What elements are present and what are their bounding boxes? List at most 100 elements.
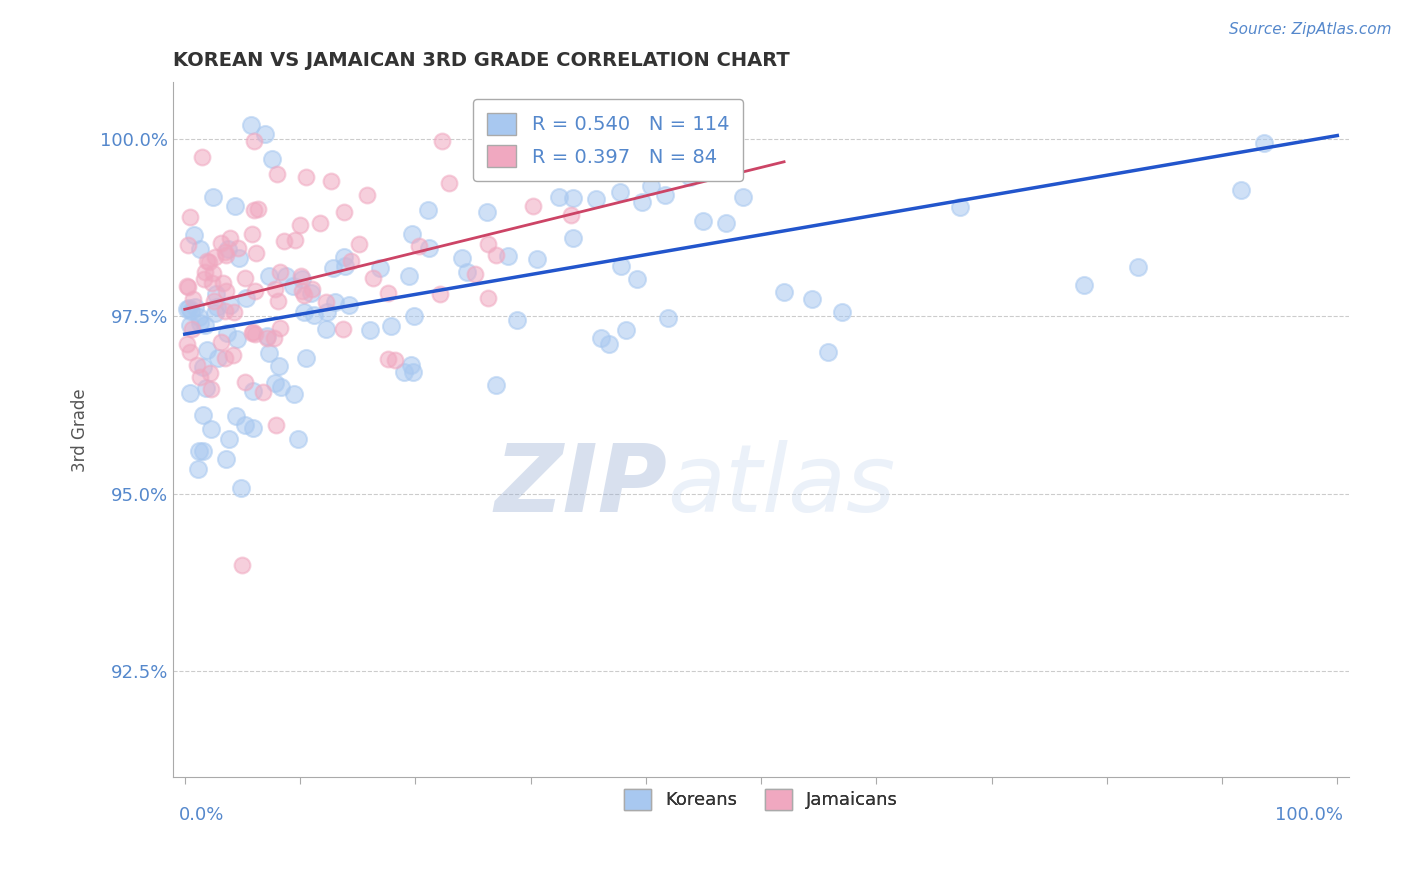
- Point: [187, 310, 209, 324]
- Point: [176, 336, 198, 351]
- Point: [226, 241, 249, 255]
- Point: [188, 444, 211, 458]
- Point: [176, 278, 198, 293]
- Point: [631, 195, 654, 210]
- Point: [295, 351, 318, 366]
- Point: [190, 369, 212, 384]
- Point: [398, 268, 420, 283]
- Point: [384, 353, 406, 368]
- Point: [179, 301, 201, 315]
- Point: [319, 174, 342, 188]
- Point: [215, 247, 238, 261]
- Point: [191, 150, 214, 164]
- Point: [184, 301, 207, 315]
- Point: [214, 303, 236, 318]
- Point: [218, 231, 240, 245]
- Point: [377, 285, 399, 300]
- Point: [214, 245, 236, 260]
- Point: [485, 248, 508, 262]
- Point: [193, 444, 215, 458]
- Point: [418, 241, 440, 255]
- Point: [323, 295, 346, 310]
- Point: [252, 384, 274, 399]
- Point: [193, 359, 215, 374]
- Point: [190, 242, 212, 256]
- Point: [315, 305, 337, 319]
- Point: [214, 351, 236, 365]
- Point: [322, 261, 344, 276]
- Point: [292, 305, 315, 319]
- Text: 0.0%: 0.0%: [179, 805, 225, 824]
- Point: [402, 365, 425, 379]
- Point: [209, 235, 232, 250]
- Point: [202, 266, 225, 280]
- Text: ZIP: ZIP: [494, 440, 666, 532]
- Point: [302, 308, 325, 322]
- Point: [247, 202, 270, 216]
- Point: [215, 284, 238, 298]
- Point: [215, 452, 238, 467]
- Point: [281, 279, 304, 293]
- Point: [202, 293, 225, 308]
- Point: [240, 227, 263, 242]
- Point: [283, 386, 305, 401]
- Point: [1253, 136, 1275, 150]
- Point: [209, 335, 232, 350]
- Point: [243, 134, 266, 148]
- Point: [506, 313, 529, 327]
- Point: [269, 359, 291, 373]
- Point: [218, 432, 240, 446]
- Point: [240, 118, 263, 132]
- Point: [190, 316, 212, 330]
- Point: [292, 288, 315, 302]
- Point: [526, 252, 548, 266]
- Point: [1073, 278, 1095, 293]
- Point: [361, 271, 384, 285]
- Point: [180, 304, 202, 318]
- Point: [801, 292, 824, 306]
- Point: [191, 409, 214, 423]
- Point: [600, 129, 623, 144]
- Point: [263, 331, 285, 345]
- Point: [195, 253, 218, 268]
- Point: [197, 254, 219, 268]
- Point: [212, 276, 235, 290]
- Point: [231, 558, 253, 572]
- Legend: Koreans, Jamaicans: Koreans, Jamaicans: [617, 781, 905, 817]
- Text: 100.0%: 100.0%: [1275, 805, 1343, 824]
- Point: [949, 200, 972, 214]
- Point: [401, 227, 423, 242]
- Point: [194, 381, 217, 395]
- Point: [201, 276, 224, 290]
- Point: [240, 326, 263, 340]
- Point: [242, 384, 264, 398]
- Point: [235, 291, 257, 305]
- Point: [547, 190, 569, 204]
- Point: [315, 322, 337, 336]
- Point: [179, 318, 201, 332]
- Point: [233, 376, 256, 390]
- Point: [273, 234, 295, 248]
- Point: [589, 331, 612, 345]
- Point: [309, 216, 332, 230]
- Point: [242, 420, 264, 434]
- Point: [222, 348, 245, 362]
- Point: [408, 239, 430, 253]
- Point: [266, 418, 288, 433]
- Point: [654, 188, 676, 202]
- Point: [179, 345, 201, 359]
- Point: [430, 134, 453, 148]
- Point: [264, 376, 287, 390]
- Point: [283, 233, 305, 247]
- Point: [276, 269, 298, 284]
- Point: [1230, 183, 1253, 197]
- Point: [315, 295, 337, 310]
- Point: [233, 418, 256, 433]
- Point: [291, 271, 314, 285]
- Point: [290, 268, 312, 283]
- Point: [610, 259, 633, 273]
- Point: [692, 214, 714, 228]
- Point: [1128, 260, 1150, 274]
- Point: [585, 192, 607, 206]
- Point: [402, 309, 425, 323]
